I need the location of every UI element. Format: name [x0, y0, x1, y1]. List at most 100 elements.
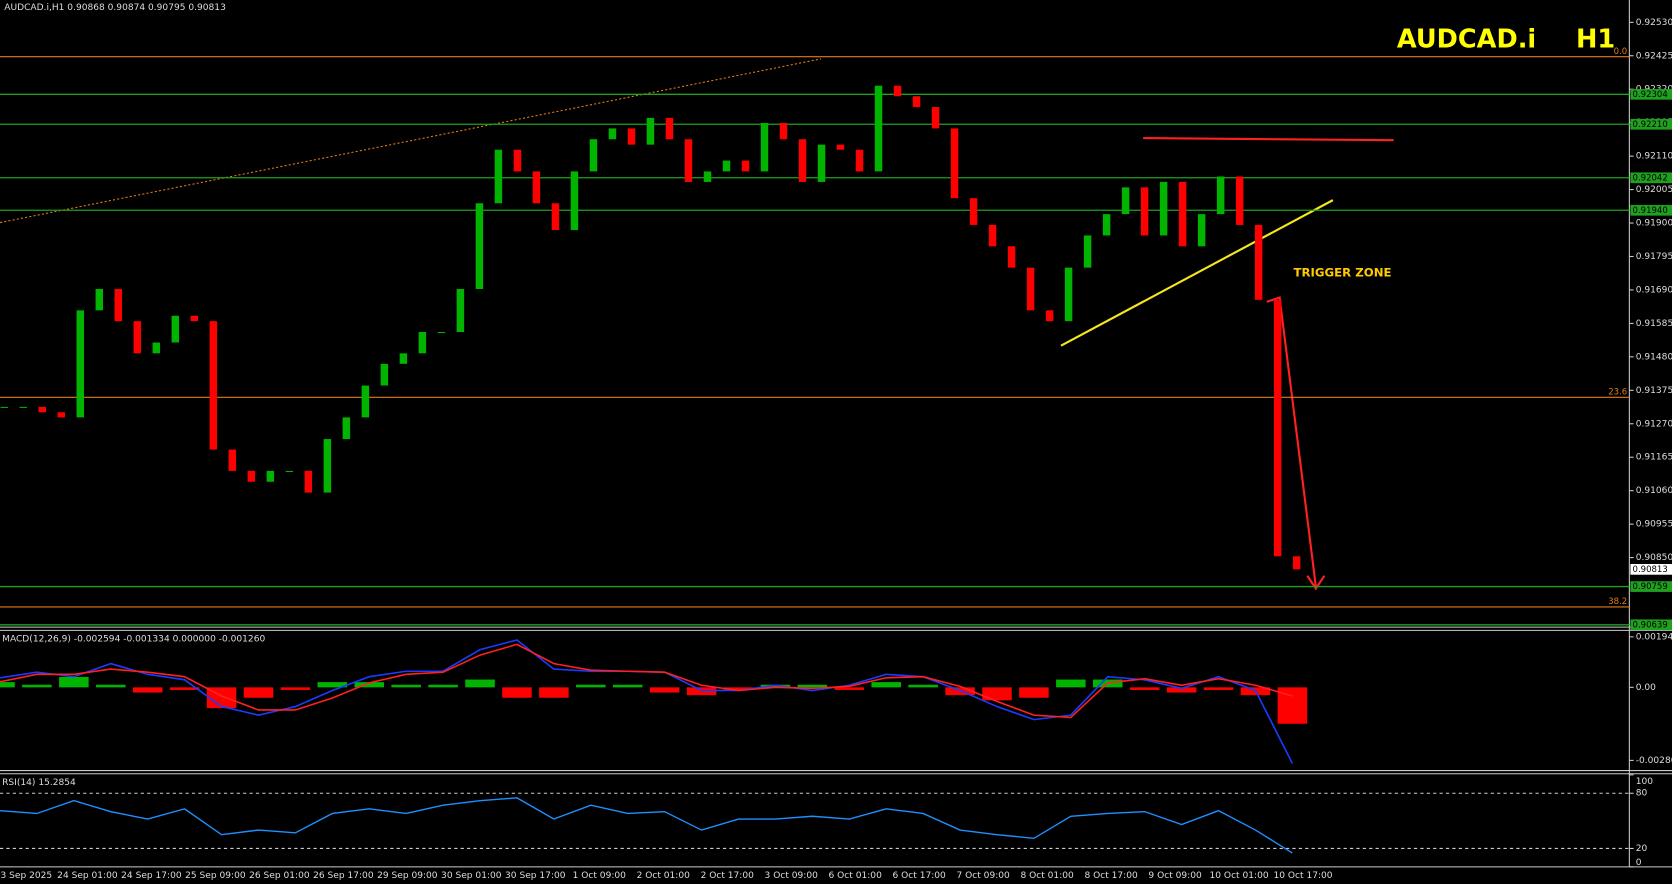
candle-body — [1197, 214, 1206, 247]
x-tick-label: 30 Sep 01:00 — [441, 871, 502, 881]
level-tag — [1630, 619, 1672, 631]
x-tick-label: 7 Oct 09:00 — [956, 871, 1010, 881]
y-tick-label: 80 — [1636, 789, 1648, 799]
candle-body — [247, 470, 256, 482]
candle-body — [323, 439, 332, 493]
y-tick-label: 0.91375 — [1636, 386, 1672, 396]
resistance-line — [1143, 136, 1394, 142]
histogram-bar — [1203, 687, 1234, 690]
candle-body — [589, 139, 598, 172]
candle-body — [228, 449, 237, 471]
candle-body — [304, 470, 313, 493]
y-tick-label: 0.92530 — [1636, 18, 1672, 28]
symbol-info: AUDCAD.i,H1 0.90868 0.90874 0.90795 0.90… — [4, 3, 226, 13]
candle-body — [741, 160, 750, 172]
current-price-tag — [1630, 564, 1672, 575]
level-tag — [1630, 88, 1672, 100]
candle-body — [475, 203, 484, 289]
y-tick-label: 0.92110 — [1636, 152, 1672, 162]
candle-body — [1083, 235, 1092, 268]
level-tag — [1630, 204, 1672, 216]
arrow-head — [1306, 575, 1326, 591]
y-tick-label: 0.90955 — [1636, 520, 1672, 530]
candle-body — [171, 315, 180, 343]
y-tick-label: 0.92005 — [1636, 185, 1672, 195]
y-tick-label: 0 — [1636, 858, 1642, 868]
candle-body — [798, 139, 807, 182]
candle-body — [969, 198, 978, 225]
histogram-bar — [22, 684, 52, 688]
candle-body — [988, 224, 997, 247]
candle-body — [1273, 299, 1282, 557]
level-tag — [1630, 172, 1672, 184]
candle-body — [570, 171, 579, 231]
candle-body — [931, 107, 940, 129]
dotted-trendline — [0, 58, 822, 224]
level-tag — [1630, 581, 1672, 592]
candle-body — [779, 122, 788, 140]
candle-body — [1292, 556, 1301, 570]
level-label: 0.90639 — [1633, 620, 1668, 630]
histogram-bar — [1129, 687, 1160, 690]
y-tick-label: 0.001941 — [1636, 632, 1672, 642]
histogram-bar — [502, 687, 532, 698]
x-tick-label: 30 Sep 17:00 — [505, 871, 566, 881]
candle-body — [114, 288, 123, 322]
fib-label: 38.2 — [1608, 597, 1627, 607]
candle-body — [1064, 267, 1073, 322]
y-tick-label: 0.00 — [1636, 683, 1656, 693]
histogram-bar — [1056, 679, 1086, 688]
y-tick-label: 0.91795 — [1636, 252, 1672, 262]
candle-body — [342, 417, 351, 440]
candle-body — [836, 144, 845, 150]
candle-body — [0, 406, 8, 408]
candle-body — [19, 406, 28, 408]
x-tick-label: 23 Sep 2025 — [0, 871, 52, 881]
candle-body — [266, 470, 275, 482]
y-tick-label: 0.91480 — [1636, 352, 1672, 362]
candle-body — [95, 288, 104, 311]
level-label: 0.90759 — [1633, 582, 1668, 592]
candle-body — [437, 331, 446, 334]
histogram-bar — [539, 687, 569, 698]
candle-body — [1159, 181, 1168, 236]
x-tick-label: 25 Sep 09:00 — [185, 871, 246, 881]
x-tick-label: 3 Oct 09:00 — [765, 871, 819, 881]
x-tick-label: 6 Oct 17:00 — [893, 871, 947, 881]
candle-body — [456, 288, 465, 332]
candle-body — [494, 149, 503, 204]
candle-body — [418, 331, 427, 354]
candle-body — [627, 128, 636, 145]
histogram-bar — [649, 687, 680, 693]
histogram-bar — [465, 679, 495, 688]
histogram-bar — [0, 682, 15, 688]
candle-body — [209, 321, 218, 450]
histogram-bar — [612, 684, 643, 688]
candle-body — [190, 315, 199, 322]
candle-body — [361, 385, 370, 418]
y-tick-label: 0.91270 — [1636, 419, 1672, 429]
histogram-bar — [317, 682, 348, 688]
x-tick-label: 9 Oct 09:00 — [1148, 871, 1202, 881]
candle-body — [1045, 310, 1054, 322]
rsi-line — [0, 797, 1293, 854]
histogram-bar — [169, 687, 200, 690]
y-tick-label: 0.90850 — [1636, 553, 1672, 563]
candle-body — [665, 117, 674, 140]
candle-body — [532, 171, 541, 204]
candle-body — [760, 122, 769, 172]
y-tick-label: 0.91585 — [1636, 319, 1672, 329]
candle-body — [513, 149, 522, 172]
candle-body — [1216, 176, 1225, 215]
histogram-bar — [834, 687, 865, 690]
projection-arrow — [1266, 296, 1317, 587]
level-label: 0.91940 — [1633, 206, 1668, 216]
candle-body — [1140, 187, 1149, 236]
y-tick-label: 0.91060 — [1636, 486, 1672, 496]
chart-title: AUDCAD.i — [1397, 25, 1536, 55]
timeframe: H1 — [1576, 25, 1615, 55]
candle-body — [57, 412, 66, 418]
support-trendline — [1060, 199, 1334, 347]
histogram-bar — [59, 676, 89, 688]
